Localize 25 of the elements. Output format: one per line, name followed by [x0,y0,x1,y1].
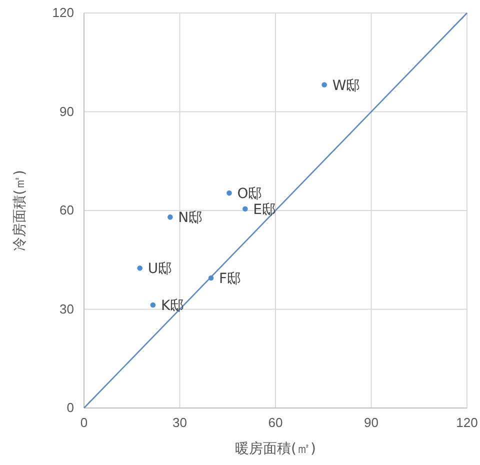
point [137,265,142,271]
point [226,190,232,196]
x-axis-title: 暖房面積(㎡) [235,441,316,457]
annotation: E邸 [253,202,276,218]
y-tick-label: 90 [60,104,74,119]
point [242,206,248,212]
x-tick-label: 90 [364,415,378,430]
point [150,302,156,308]
x-tick-label: 0 [80,415,88,430]
y-tick-label: 0 [66,400,74,416]
x-tick-label: 60 [268,415,283,430]
point [322,82,327,88]
annotation: F邸 [219,270,242,287]
annotation: O邸 [237,186,262,202]
annotation: K邸 [160,298,184,314]
annotation: U邸 [148,261,172,278]
y-tick-label: 60 [60,202,74,218]
x-tick-label: 30 [172,415,187,430]
y-axis-title: 冷房面積(㎡) [12,170,28,251]
annotation: N邸 [178,210,203,226]
y-tick-label: 120 [52,5,74,20]
x-tick-label: 120 [456,415,478,430]
annotation: W邸 [332,78,360,94]
point [168,214,173,220]
y-tick-label: 30 [60,301,74,316]
